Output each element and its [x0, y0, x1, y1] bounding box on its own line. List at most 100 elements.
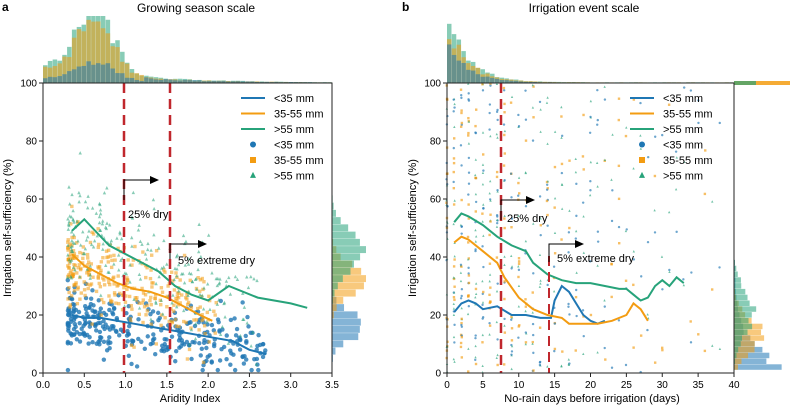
scatter-point — [101, 318, 106, 324]
scatter-point — [503, 226, 506, 230]
scatter-point — [581, 309, 585, 312]
scatter-point — [524, 239, 528, 243]
scatter-point — [179, 338, 185, 343]
scatter-point — [151, 336, 157, 341]
scatter-point — [126, 258, 130, 262]
scatter-point — [503, 133, 506, 137]
scatter-point — [201, 307, 206, 311]
scatter-point — [232, 367, 238, 373]
scatter-point — [474, 124, 477, 128]
scatter-point — [219, 346, 224, 352]
scatter-point — [142, 346, 148, 351]
scatter-point — [255, 278, 259, 283]
scatter-point — [134, 364, 140, 369]
scatter-point — [172, 303, 176, 307]
scatter-point — [553, 349, 556, 353]
scatter-point — [118, 230, 122, 234]
side-histogram-bar — [332, 238, 360, 246]
scatter-point — [68, 252, 73, 256]
scatter-point — [102, 300, 106, 305]
scatter-point — [453, 125, 456, 128]
scatter-point — [113, 258, 117, 262]
x-tick-label: 0 — [444, 380, 450, 391]
scatter-point — [467, 171, 471, 174]
scatter-point — [127, 323, 132, 329]
top-histogram-bar — [518, 81, 524, 83]
scatter-point — [84, 238, 89, 242]
scatter-point — [624, 363, 628, 367]
scatter-point — [136, 317, 141, 322]
scatter-point — [200, 313, 204, 317]
scatter-point — [75, 219, 79, 223]
side-histogram-bar — [734, 288, 746, 295]
scatter-point — [495, 218, 499, 222]
scatter-point — [186, 256, 191, 261]
side-histogram-bar — [332, 289, 335, 297]
scatter-point — [220, 327, 225, 332]
scatter-point — [256, 332, 261, 338]
scatter-point — [148, 311, 153, 317]
scatter-point — [495, 289, 499, 293]
scatter-point — [517, 260, 521, 263]
scatter-point — [560, 183, 564, 186]
scatter-point — [233, 274, 238, 279]
scatter-point — [596, 351, 599, 354]
scatter-point — [123, 271, 127, 275]
scatter-point — [552, 289, 556, 293]
scatter-point — [66, 257, 70, 262]
panel-a-extreme-annotation: 5% extreme dry — [178, 255, 256, 267]
scatter-point — [460, 265, 463, 268]
scatter-point — [180, 293, 184, 297]
scatter-point — [250, 141, 256, 148]
scatter-point — [617, 118, 620, 122]
scatter-point — [116, 253, 121, 257]
x-tick-label: 40 — [728, 380, 740, 391]
scatter-point — [205, 310, 210, 315]
scatter-point — [117, 333, 122, 338]
top-histogram-bar — [134, 73, 140, 83]
scatter-point — [452, 170, 455, 174]
scatter-point — [71, 273, 75, 277]
scatter-point — [252, 356, 257, 362]
scatter-point — [539, 224, 543, 227]
scatter-point — [517, 284, 521, 287]
scatter-point — [452, 307, 456, 310]
scatter-point — [240, 354, 245, 359]
scatter-point — [123, 300, 128, 304]
scatter-point — [107, 223, 112, 227]
scatter-point — [226, 341, 231, 345]
top-histogram-bar — [62, 56, 67, 83]
scatter-point — [575, 182, 578, 186]
legend-label: <35 mm — [663, 140, 703, 152]
scatter-point — [74, 329, 80, 335]
legend-label: >55 mm — [274, 124, 314, 136]
top-histogram-bar — [100, 64, 106, 83]
scatter-point — [617, 319, 621, 322]
panel-a: a Growing season scale 25% dry 5% extrem… — [2, 0, 366, 405]
scatter-point — [66, 275, 70, 280]
top-histogram-bar — [504, 80, 509, 83]
scatter-point — [481, 303, 484, 307]
trend-line — [453, 284, 606, 325]
scatter-point — [674, 187, 678, 191]
side-histogram-bar — [734, 283, 742, 289]
trend-line — [453, 212, 685, 302]
scatter-point — [539, 217, 542, 220]
scatter-point — [68, 242, 72, 246]
scatter-point — [94, 289, 99, 294]
scatter-point — [202, 280, 206, 284]
scatter-point — [97, 329, 103, 335]
scatter-point — [496, 282, 499, 285]
scatter-point — [81, 256, 85, 261]
scatter-point — [532, 85, 535, 88]
scatter-point — [90, 308, 95, 313]
scatter-point — [220, 324, 225, 329]
scatter-point — [74, 281, 78, 285]
scatter-point — [75, 271, 79, 275]
scatter-point — [503, 255, 506, 258]
scatter-point — [76, 266, 80, 270]
panel-b-extreme-arrow — [548, 243, 575, 262]
scatter-point — [149, 248, 153, 252]
scatter-point — [141, 320, 145, 325]
